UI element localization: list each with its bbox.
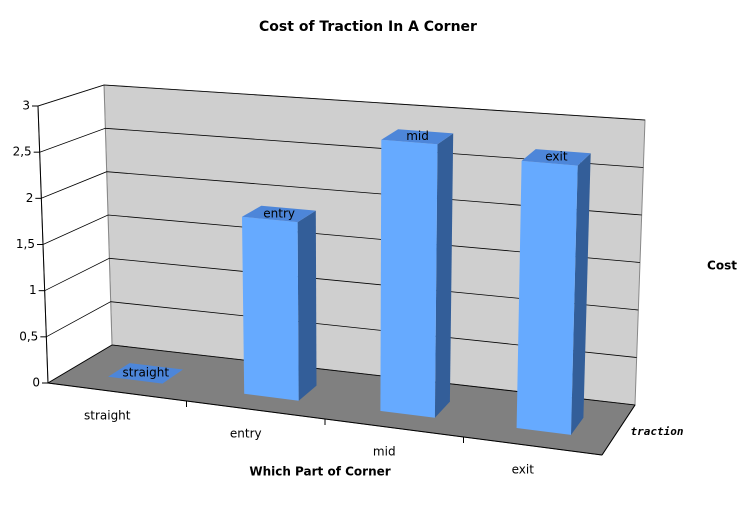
y-tick-label: 3 (22, 99, 30, 113)
bar-front (516, 160, 578, 435)
y-axis-title: Cost (707, 259, 737, 273)
y-tick-label: 1,5 (16, 237, 35, 251)
data-label: exit (545, 150, 568, 164)
bar-front (380, 139, 438, 418)
bar-front (242, 216, 299, 401)
y-tick-label: 2 (26, 191, 34, 205)
x-tick-label: straight (84, 409, 131, 423)
bar-top (381, 129, 454, 145)
grid-line (47, 344, 636, 406)
x-tick-label: exit (512, 463, 535, 477)
grid-line (44, 257, 639, 311)
bar-top (242, 205, 316, 223)
grid-line (46, 301, 637, 358)
bar-top (521, 149, 591, 166)
bar-top (108, 363, 183, 384)
depth-axis (601, 404, 636, 456)
grid-line (39, 127, 644, 168)
bar-side (571, 153, 591, 435)
data-label: entry (263, 206, 295, 220)
bar-side (297, 210, 317, 401)
x-tick-label: entry (230, 427, 262, 441)
data-label: mid (406, 129, 429, 143)
y-tick-label: 1 (29, 283, 37, 297)
grid-line (41, 171, 642, 216)
y-tick-label: 0 (32, 376, 40, 390)
depth-label: traction (631, 425, 684, 438)
x-tick-label: mid (373, 445, 396, 459)
data-label: straight (123, 366, 170, 380)
y-tick-label: 0,5 (19, 329, 38, 343)
grid-line (37, 84, 646, 121)
x-axis-title: Which Part of Corner (249, 465, 390, 479)
y-axis (37, 105, 49, 384)
bar-side (434, 133, 454, 418)
grid-line (42, 214, 641, 263)
y-tick-label: 2,5 (13, 145, 32, 159)
chart-title: Cost of Traction In A Corner (259, 19, 477, 35)
